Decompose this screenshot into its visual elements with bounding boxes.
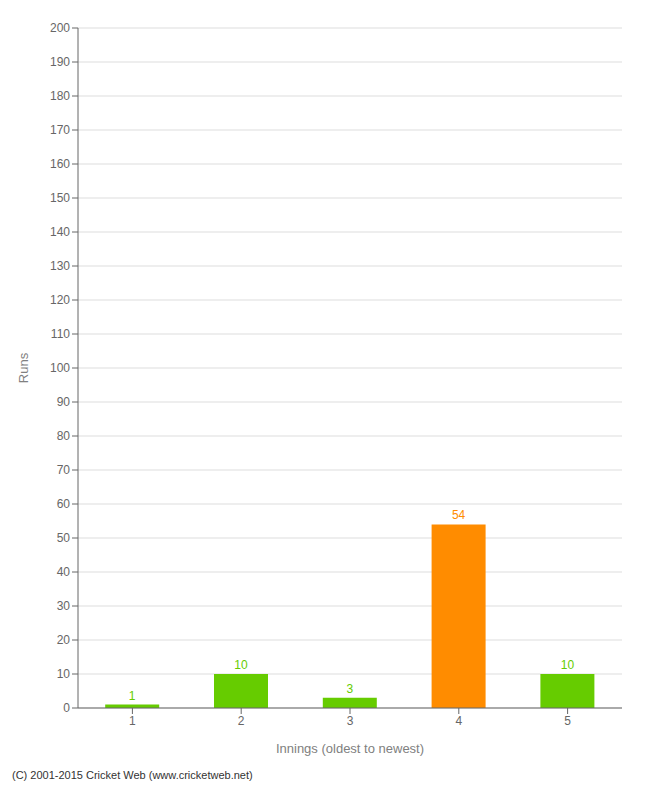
svg-text:150: 150: [50, 191, 70, 205]
svg-text:100: 100: [50, 361, 70, 375]
svg-text:0: 0: [63, 701, 70, 715]
svg-text:10: 10: [561, 658, 575, 672]
svg-text:40: 40: [57, 565, 71, 579]
svg-text:170: 170: [50, 123, 70, 137]
svg-text:54: 54: [452, 508, 466, 522]
svg-text:180: 180: [50, 89, 70, 103]
svg-text:Runs: Runs: [16, 352, 31, 383]
svg-text:10: 10: [57, 667, 71, 681]
svg-text:3: 3: [347, 714, 354, 728]
svg-text:10: 10: [234, 658, 248, 672]
svg-text:160: 160: [50, 157, 70, 171]
svg-text:1: 1: [129, 689, 136, 703]
svg-text:20: 20: [57, 633, 71, 647]
svg-text:60: 60: [57, 497, 71, 511]
svg-text:70: 70: [57, 463, 71, 477]
svg-text:90: 90: [57, 395, 71, 409]
svg-text:Innings (oldest to newest): Innings (oldest to newest): [276, 741, 424, 756]
svg-text:30: 30: [57, 599, 71, 613]
svg-text:190: 190: [50, 55, 70, 69]
svg-text:4: 4: [455, 714, 462, 728]
svg-text:140: 140: [50, 225, 70, 239]
svg-text:130: 130: [50, 259, 70, 273]
svg-text:3: 3: [346, 682, 353, 696]
svg-text:5: 5: [564, 714, 571, 728]
svg-text:80: 80: [57, 429, 71, 443]
svg-text:110: 110: [51, 327, 70, 341]
svg-text:2: 2: [238, 714, 245, 728]
svg-text:200: 200: [50, 21, 70, 35]
svg-text:120: 120: [50, 293, 70, 307]
svg-text:1: 1: [129, 714, 136, 728]
html-text:(C) 2001-2015 Cricket Web (www: (C) 2001-2015 Cricket Web (www.cricketwe…: [12, 769, 253, 781]
svg-text:50: 50: [57, 531, 71, 545]
